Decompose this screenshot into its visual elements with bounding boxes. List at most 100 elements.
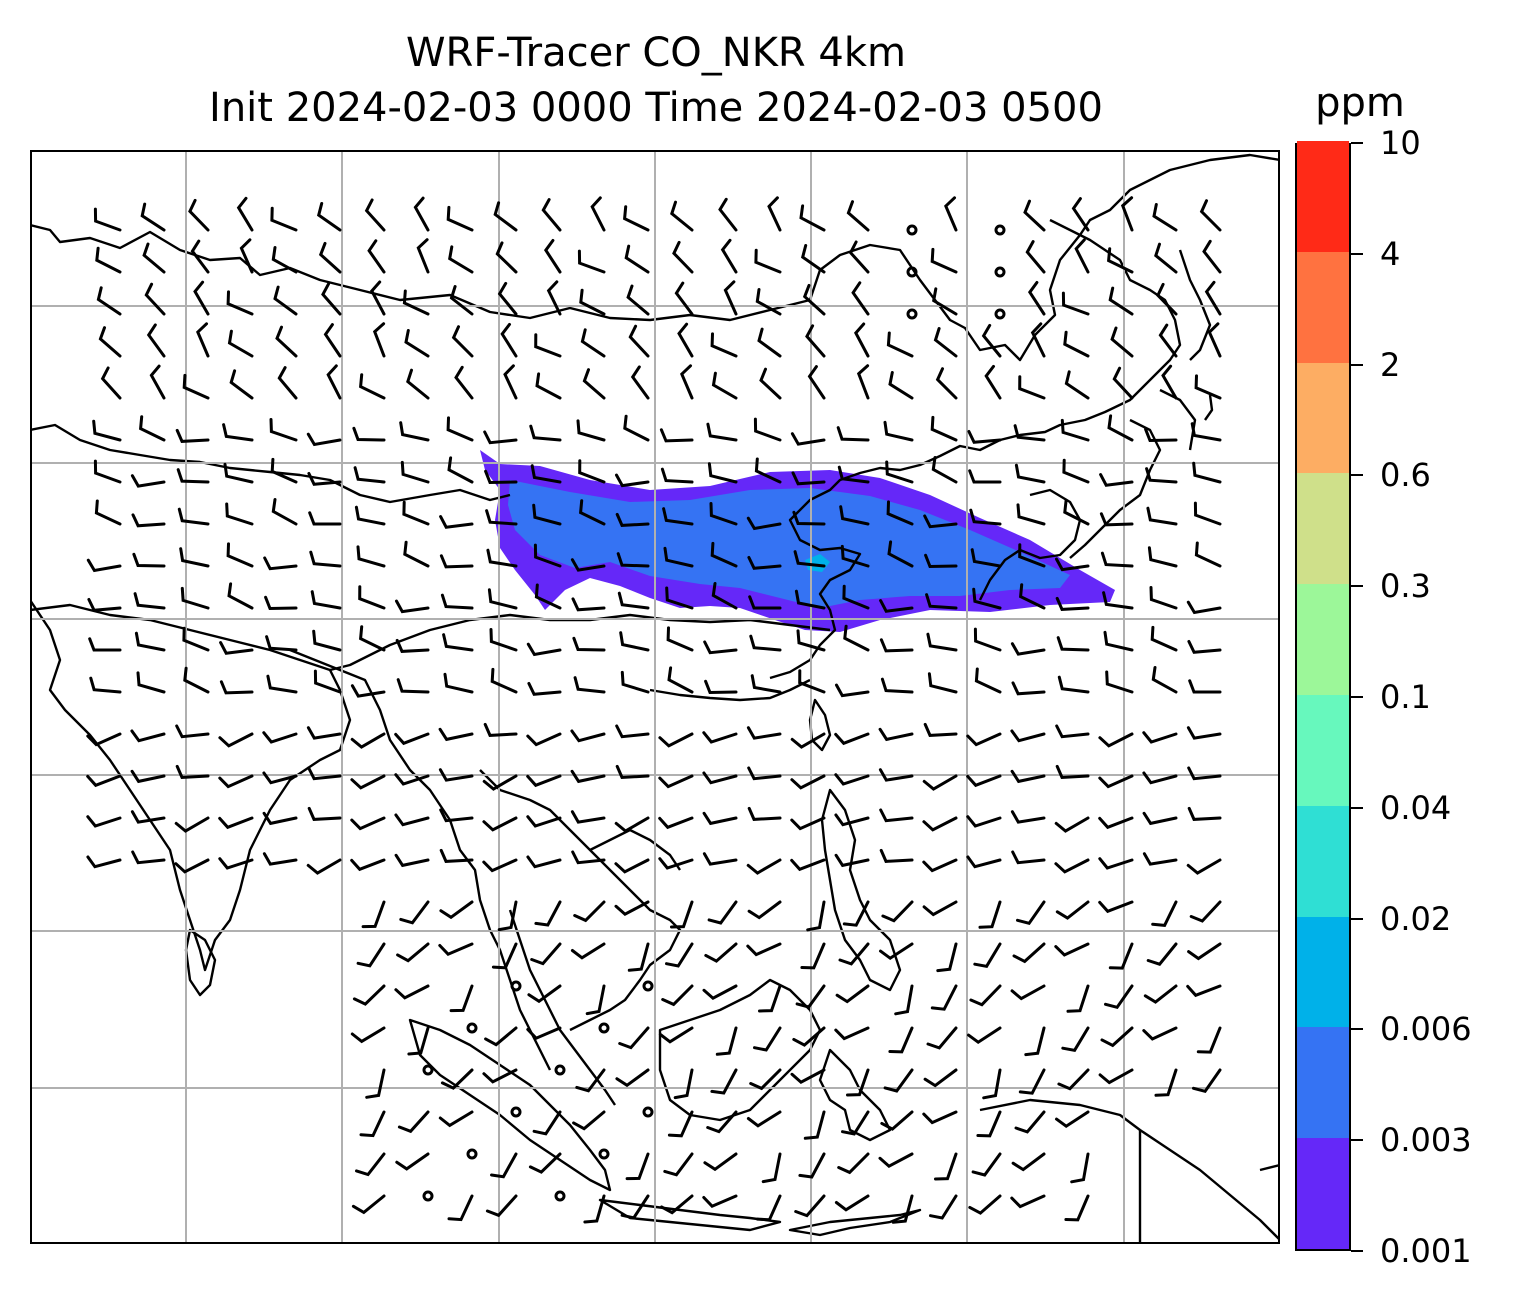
wind-barb bbox=[798, 669, 826, 694]
wind-barb bbox=[615, 1068, 650, 1088]
wind-barb bbox=[239, 238, 254, 274]
wind-barb bbox=[1074, 238, 1090, 274]
colorbar-segment bbox=[1297, 472, 1349, 585]
coastline-india bbox=[30, 599, 352, 972]
wind-barb bbox=[1099, 473, 1134, 487]
calm-wind-marker bbox=[994, 308, 1006, 320]
wind-barb bbox=[447, 1194, 474, 1222]
wind-barb bbox=[620, 670, 650, 694]
wind-barb bbox=[413, 196, 430, 232]
wind-barb bbox=[834, 853, 870, 868]
calm-wind-marker bbox=[422, 1064, 434, 1076]
wind-barb bbox=[229, 369, 254, 400]
wind-barb bbox=[754, 248, 782, 274]
wind-barb bbox=[219, 680, 254, 695]
wind-barb bbox=[802, 283, 826, 316]
wind-barb bbox=[658, 1026, 694, 1044]
colorbar-tick-label: 0.001 bbox=[1380, 1232, 1472, 1270]
colorbar-tick-mark bbox=[1351, 696, 1363, 698]
wind-barb bbox=[394, 732, 430, 746]
wind-barb bbox=[440, 1068, 474, 1090]
wind-barb bbox=[923, 514, 958, 529]
wind-barb bbox=[976, 1110, 1002, 1138]
wind-barb bbox=[931, 456, 958, 484]
wind-barb bbox=[1012, 942, 1046, 964]
wind-barb bbox=[702, 984, 738, 1001]
wind-barb bbox=[747, 766, 782, 781]
wind-barb bbox=[543, 239, 562, 274]
colorbar-tick-label: 0.04 bbox=[1380, 788, 1452, 827]
wind-barb bbox=[972, 587, 1002, 610]
wind-barb bbox=[1108, 286, 1134, 316]
wind-barb bbox=[526, 642, 562, 657]
wind-barb bbox=[753, 417, 782, 442]
wind-barb bbox=[486, 548, 518, 568]
wind-barb bbox=[86, 558, 122, 573]
wind-barb bbox=[440, 593, 474, 610]
coastline-east-asia bbox=[769, 218, 1182, 680]
coastline-himalaya-border bbox=[30, 603, 831, 672]
wind-barb bbox=[667, 1110, 694, 1138]
wind-barb bbox=[1192, 461, 1222, 484]
wind-barb bbox=[225, 502, 254, 526]
wind-barb bbox=[1194, 541, 1222, 568]
wind-barb bbox=[1187, 806, 1222, 821]
wind-barb bbox=[658, 857, 694, 870]
coastline-sri-lanka bbox=[184, 928, 217, 997]
wind-barb bbox=[981, 323, 1002, 358]
wind-barb bbox=[969, 508, 1002, 526]
wind-barb bbox=[130, 810, 166, 824]
wind-barb bbox=[577, 249, 606, 274]
wind-barb bbox=[87, 598, 122, 612]
wind-barb bbox=[658, 732, 694, 748]
wind-barb bbox=[359, 1110, 386, 1138]
wind-barb bbox=[1055, 1110, 1090, 1129]
wind-barb bbox=[747, 806, 782, 821]
wind-barb bbox=[571, 597, 606, 612]
wind-barb bbox=[835, 683, 870, 698]
wind-barb bbox=[262, 811, 298, 826]
wind-barb bbox=[1110, 326, 1134, 358]
wind-barb bbox=[926, 632, 958, 652]
wind-barb bbox=[395, 599, 430, 614]
wind-barb bbox=[926, 1026, 958, 1050]
wind-barb bbox=[482, 1068, 518, 1084]
wind-barb bbox=[218, 774, 254, 789]
wind-barb bbox=[1013, 424, 1046, 442]
colorbar-tick-label: 4 bbox=[1380, 234, 1401, 273]
wind-barb bbox=[96, 286, 122, 316]
wind-barb bbox=[570, 769, 606, 784]
map-canvas bbox=[30, 150, 1280, 1244]
wind-barb bbox=[1104, 984, 1134, 1010]
wind-barb bbox=[485, 1194, 518, 1218]
wind-barb bbox=[923, 722, 958, 737]
wind-barb bbox=[454, 365, 474, 400]
wind-barb bbox=[570, 810, 606, 824]
colorbar-segment bbox=[1297, 251, 1349, 363]
coastline-central-asia bbox=[30, 423, 511, 504]
wind-barb bbox=[837, 465, 870, 484]
wind-barb bbox=[482, 774, 518, 791]
wind-barb bbox=[1018, 375, 1046, 400]
wind-barb bbox=[856, 364, 870, 400]
wind-barb bbox=[134, 631, 166, 652]
wind-barb bbox=[323, 323, 342, 358]
wind-barb bbox=[666, 626, 694, 652]
wind-barb bbox=[625, 1152, 650, 1181]
colorbar-tick-label: 2 bbox=[1380, 345, 1401, 384]
wind-barb bbox=[1098, 1068, 1134, 1085]
wind-barb bbox=[1192, 1068, 1222, 1094]
wind-barb bbox=[970, 548, 1002, 568]
colorbar-tick-label: 10 bbox=[1380, 124, 1421, 162]
wind-barb bbox=[834, 773, 870, 786]
wind-barb bbox=[1098, 900, 1134, 914]
wind-barb bbox=[394, 773, 430, 786]
wind-barb bbox=[1010, 769, 1046, 784]
wind-barb bbox=[881, 900, 914, 923]
wind-barb bbox=[1144, 427, 1178, 443]
wind-barb bbox=[1071, 197, 1090, 232]
wind-barb bbox=[131, 513, 166, 528]
wind-barb bbox=[98, 326, 122, 358]
colorbar-tick-label: 0.02 bbox=[1380, 899, 1452, 938]
wind-barb bbox=[1102, 591, 1134, 610]
